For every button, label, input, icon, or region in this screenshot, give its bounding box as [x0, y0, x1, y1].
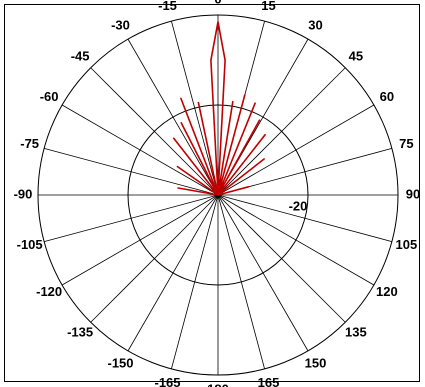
angle-label: 150 [305, 355, 327, 370]
angle-label: -165 [155, 375, 181, 387]
angle-label: -120 [36, 284, 62, 299]
angle-label: 45 [349, 49, 363, 64]
angle-label: -30 [111, 18, 130, 33]
radial-grid-circle [127, 104, 309, 286]
angle-label: 105 [396, 237, 418, 252]
radial-tick-label: -20 [289, 198, 308, 213]
pattern-line [172, 21, 266, 196]
angle-label: -90 [14, 186, 33, 201]
angle-label: -150 [107, 355, 133, 370]
angle-label: 15 [261, 0, 275, 13]
angle-label: 75 [399, 136, 413, 151]
angle-label: -135 [67, 324, 93, 339]
angle-label: -105 [17, 237, 43, 252]
angle-label: -60 [40, 89, 59, 104]
angle-label: 135 [345, 324, 367, 339]
angle-label: -45 [71, 49, 90, 64]
angle-label: -75 [20, 136, 39, 151]
angle-label: 120 [376, 284, 398, 299]
angle-label: 180 [207, 381, 229, 387]
angle-label: 60 [380, 89, 394, 104]
angle-label: 0 [214, 0, 221, 6]
angle-label: 165 [258, 375, 280, 387]
angle-label: 30 [308, 18, 322, 33]
angle-label: -15 [158, 0, 177, 13]
angle-label: 90 [406, 186, 420, 201]
